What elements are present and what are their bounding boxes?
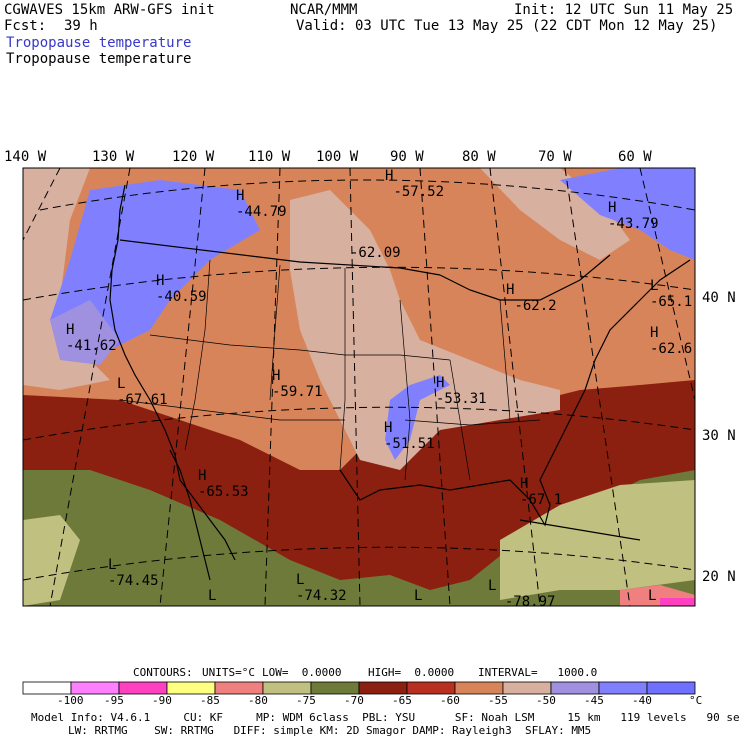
- forecast-hour: 39 h: [64, 18, 98, 34]
- map-hl-label: H -62.6: [650, 325, 693, 357]
- field-region-blue: [50, 180, 260, 360]
- lon-label: 100 W: [316, 149, 359, 165]
- field-region-magenta: [660, 598, 695, 606]
- legend-tick: -85: [200, 694, 220, 707]
- forecast-label: Fcst:: [4, 18, 47, 34]
- map-hl-label: L: [648, 588, 657, 604]
- map-hl-label: L: [414, 588, 423, 604]
- legend-swatch: [550, 681, 600, 695]
- legend-swatch: [646, 681, 696, 695]
- legend-swatch: [214, 681, 264, 695]
- contours-high: HIGH= 0.0000: [368, 666, 455, 679]
- field-region-light-olive: [23, 480, 695, 606]
- map-lines: [23, 168, 695, 606]
- map-hl-label: H -51.51: [384, 420, 435, 452]
- legend-unit: °C: [689, 694, 703, 707]
- lon-label: 140 W: [4, 149, 47, 165]
- legend-swatch: [406, 681, 456, 695]
- map-hl-label: H -65.53: [198, 468, 249, 500]
- field-region-blue: [560, 168, 695, 260]
- legend-swatch: [166, 681, 216, 695]
- legend-swatch: [598, 681, 648, 695]
- lon-label: 80 W: [462, 149, 496, 165]
- map-hl-label: L -67.61: [117, 376, 168, 408]
- legend-tick: -90: [152, 694, 172, 707]
- model-physics: LW: RRTMG SW: RRTMG DIFF: simple KM: 2D …: [68, 724, 592, 737]
- lat-label: 40 N: [702, 290, 736, 306]
- lon-label: 90 W: [390, 149, 424, 165]
- map-hl-label: H -44.79: [236, 188, 287, 220]
- map-hl-label: H -53.31: [436, 375, 487, 407]
- field-region-blue: [385, 375, 450, 460]
- map-value-label: -62.09: [350, 245, 401, 261]
- field-title-colored: Tropopause temperature: [6, 35, 192, 51]
- contours-units: UNITS=°C: [202, 666, 255, 679]
- legend-swatch: [70, 681, 120, 695]
- lon-label: 70 W: [538, 149, 572, 165]
- legend-swatch: [502, 681, 552, 695]
- lon-label: 120 W: [172, 149, 215, 165]
- legend-tick: -60: [440, 694, 460, 707]
- legend-tick: -40: [632, 694, 652, 707]
- map-hl-label: H -62.2: [506, 282, 557, 314]
- org-label: NCAR/MMM: [290, 2, 358, 18]
- lat-label: 20 N: [702, 569, 736, 585]
- shaded-field: [23, 168, 695, 606]
- contours-low: LOW= 0.0000: [262, 666, 342, 679]
- model-info: Model Info: V4.6.1 CU: KF MP: WDM 6class…: [31, 711, 740, 724]
- legend-swatch: [310, 681, 360, 695]
- legend-tick: -75: [296, 694, 316, 707]
- legend-tick: -100: [57, 694, 84, 707]
- init-time: Init: 12 UTC Sun 11 May 25: [514, 2, 734, 18]
- lon-label: 130 W: [92, 149, 135, 165]
- field-region-pale: [480, 168, 630, 260]
- legend-tick: -45: [584, 694, 604, 707]
- legend-tick: -70: [344, 694, 364, 707]
- state-borders: [119, 259, 541, 481]
- map-hl-label: L -65.1: [650, 278, 693, 310]
- valid-time: Valid: 03 UTC Tue 13 May 25 (22 CDT Mon …: [296, 18, 718, 34]
- map-hl-label: H -67.1: [520, 476, 563, 508]
- field-region-lavender: [50, 300, 120, 365]
- map-hl-label: L -78.97: [488, 578, 556, 610]
- legend-tick: -50: [536, 694, 556, 707]
- legend-tick: -55: [488, 694, 508, 707]
- legend-swatch: [262, 681, 312, 695]
- map-hl-label: H -40.59: [156, 273, 207, 305]
- model-title: CGWAVES 15km ARW-GFS init: [4, 2, 215, 18]
- coastlines: [109, 184, 691, 581]
- map-hl-label: H -43.79: [608, 200, 659, 232]
- legend-tick: -65: [392, 694, 412, 707]
- lon-label: 60 W: [618, 149, 652, 165]
- legend-swatch: [454, 681, 504, 695]
- contours-label: CONTOURS:: [133, 666, 193, 679]
- graticule: [23, 168, 695, 606]
- map-hl-label: H -41.62: [66, 322, 117, 354]
- map-frame: [22, 167, 696, 607]
- contours-interval: INTERVAL= 1000.0: [478, 666, 598, 679]
- field-region-pale: [23, 168, 110, 390]
- map-hl-label: H -57.52: [385, 168, 445, 200]
- legend-swatch: [118, 681, 168, 695]
- map-hl-label: L -74.32: [296, 572, 347, 604]
- lat-label: 30 N: [702, 428, 736, 444]
- field-title: Tropopause temperature: [6, 51, 192, 67]
- lon-label: 110 W: [248, 149, 291, 165]
- map-hl-label: L: [208, 588, 217, 604]
- field-region-pale: [290, 190, 560, 470]
- legend-swatch: [358, 681, 408, 695]
- legend-tick: -80: [248, 694, 268, 707]
- legend-swatch: [22, 681, 72, 695]
- legend-tick: -95: [104, 694, 124, 707]
- map-hl-label: H -59.71: [272, 368, 323, 400]
- map-hl-label: L -74.45: [108, 557, 159, 589]
